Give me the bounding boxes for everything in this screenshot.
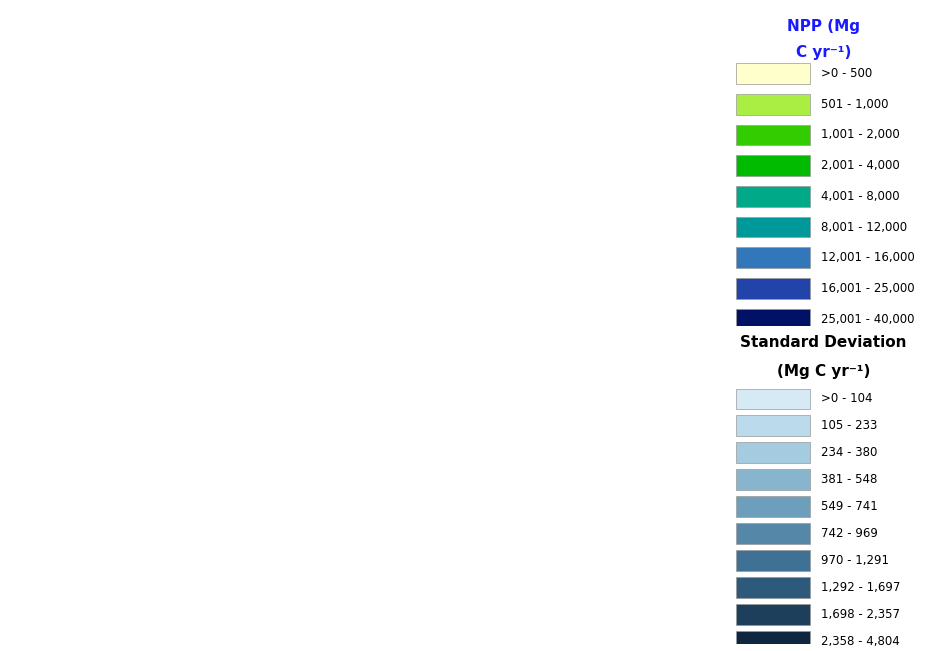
Text: Standard Deviation: Standard Deviation <box>740 335 906 350</box>
Text: NPP (Mg: NPP (Mg <box>787 20 859 35</box>
Text: 8,001 - 12,000: 8,001 - 12,000 <box>821 221 907 234</box>
Text: (Mg C yr⁻¹): (Mg C yr⁻¹) <box>777 364 870 379</box>
Text: 970 - 1,291: 970 - 1,291 <box>821 554 889 567</box>
Text: C yr⁻¹): C yr⁻¹) <box>796 45 851 60</box>
Bar <box>736 63 809 84</box>
Text: 234 - 380: 234 - 380 <box>821 446 878 459</box>
Text: >0 - 500: >0 - 500 <box>821 67 872 80</box>
Bar <box>736 94 809 115</box>
Bar <box>736 415 809 436</box>
Text: 381 - 548: 381 - 548 <box>821 473 878 486</box>
Bar <box>736 550 809 571</box>
Text: 549 - 741: 549 - 741 <box>821 500 878 513</box>
Bar <box>736 604 809 625</box>
Bar <box>736 443 809 463</box>
Text: 501 - 1,000: 501 - 1,000 <box>821 98 889 111</box>
Bar <box>736 309 809 329</box>
Text: 2,358 - 4,804: 2,358 - 4,804 <box>821 635 900 648</box>
Text: 1,292 - 1,697: 1,292 - 1,697 <box>821 581 901 594</box>
Bar <box>736 124 809 145</box>
Bar <box>736 469 809 490</box>
Bar <box>736 389 809 409</box>
Bar <box>736 631 809 651</box>
Text: 25,001 - 40,000: 25,001 - 40,000 <box>821 312 915 326</box>
Text: 742 - 969: 742 - 969 <box>821 527 878 540</box>
Bar <box>736 523 809 544</box>
Bar <box>736 155 809 176</box>
Text: 12,001 - 16,000: 12,001 - 16,000 <box>821 251 915 264</box>
Text: 105 - 233: 105 - 233 <box>821 419 878 432</box>
Bar <box>736 496 809 517</box>
Bar <box>736 247 809 268</box>
Bar <box>736 278 809 299</box>
Text: 4,001 - 8,000: 4,001 - 8,000 <box>821 190 900 203</box>
Text: 2,001 - 4,000: 2,001 - 4,000 <box>821 159 900 172</box>
Text: 1,698 - 2,357: 1,698 - 2,357 <box>821 608 900 621</box>
Bar <box>736 217 809 238</box>
Bar <box>736 577 809 598</box>
Bar <box>736 186 809 206</box>
Text: >0 - 104: >0 - 104 <box>821 393 873 406</box>
Text: 1,001 - 2,000: 1,001 - 2,000 <box>821 128 900 141</box>
Text: 16,001 - 25,000: 16,001 - 25,000 <box>821 282 915 295</box>
